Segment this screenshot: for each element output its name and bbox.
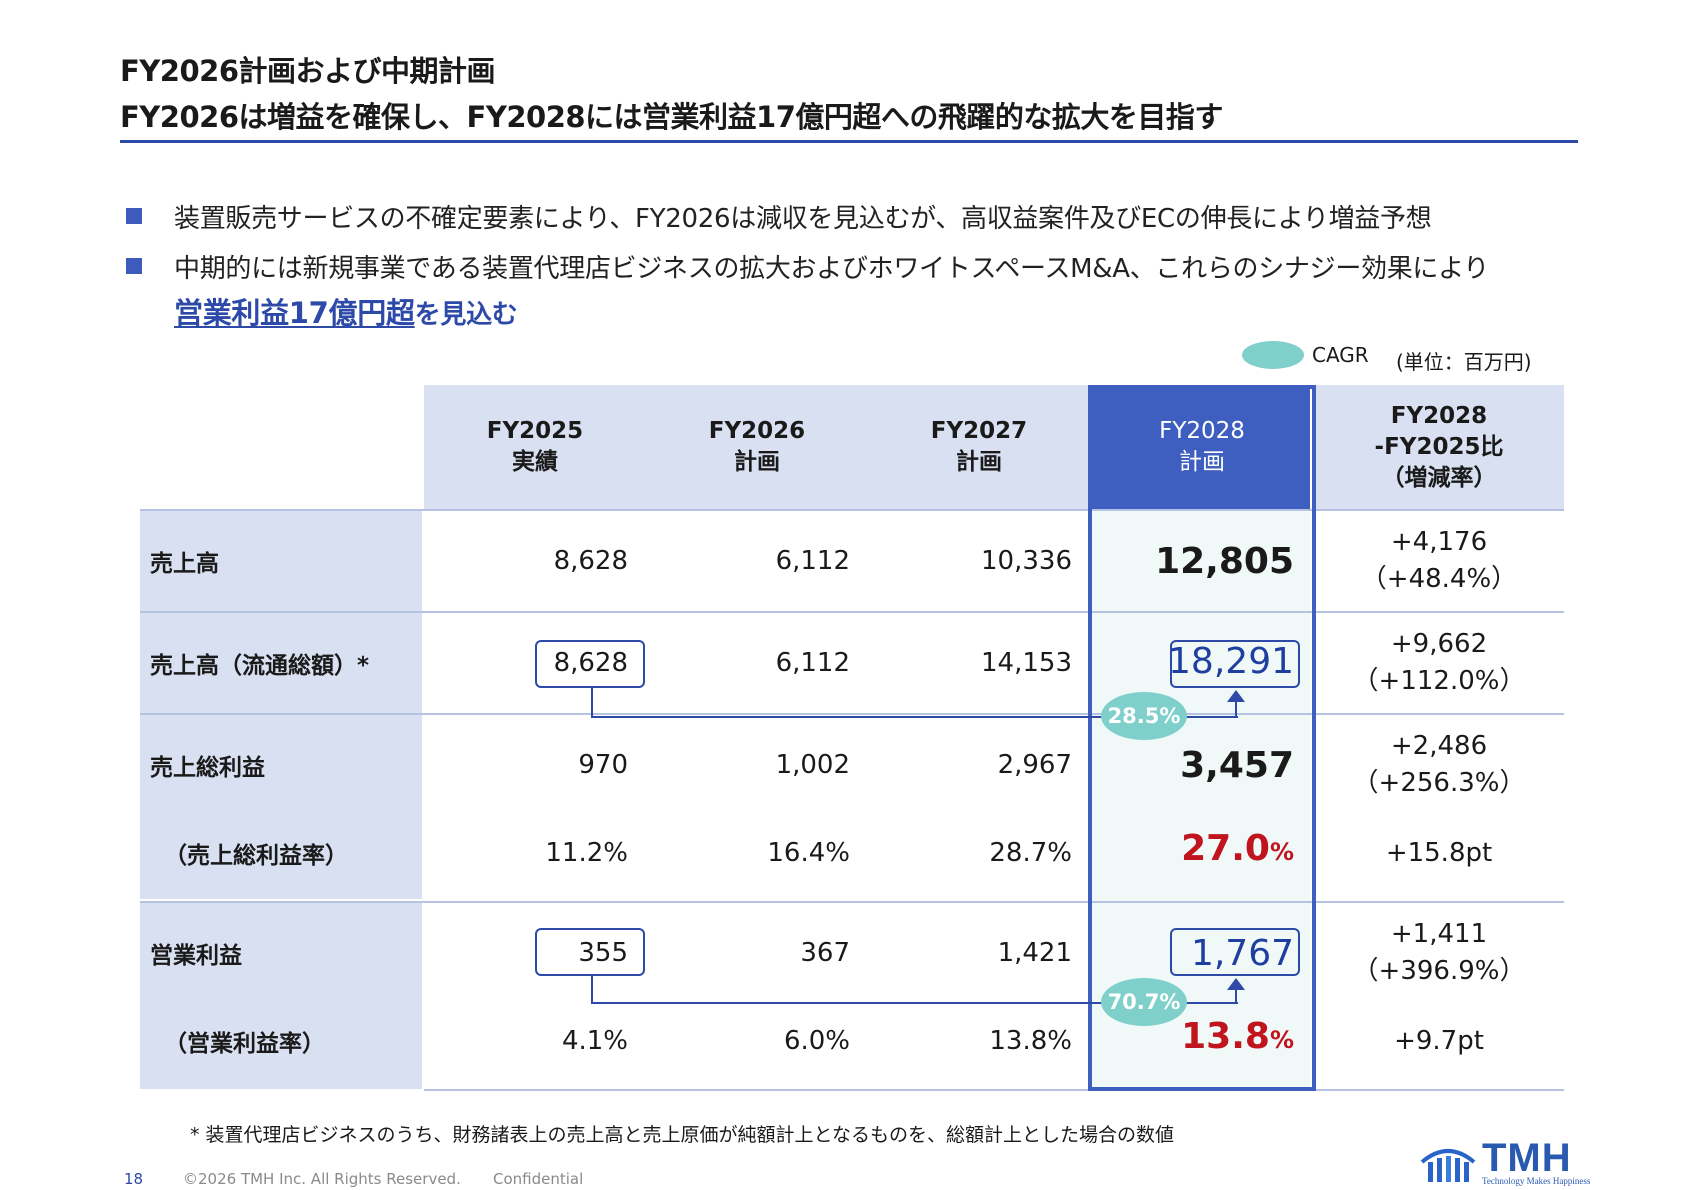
cell-gross-margin-fy2028: 27.0% [1181,828,1294,869]
cell-gross-sales-delta: +9,662 （+112.0%） [1352,629,1526,696]
cell-gross-sales-fy2026: 6,112 [775,648,850,678]
cell-operating-margin-fy2028: 13.8% [1181,1016,1294,1057]
cell-operating-margin-fy2025: 4.1% [561,1026,628,1056]
cell-sales-delta: +4,176 （+48.4%） [1360,527,1518,594]
logo-tagline: Technology Makes Happiness [1482,1176,1591,1186]
cagr-connector [591,976,593,1004]
highlight-operating-profit: 営業利益17億円超 [174,296,415,330]
cell-gross-sales-fy2025: 8,628 [553,648,628,678]
cell-operating-margin-delta: +9.7pt [1394,1025,1484,1056]
cell-gross-margin-fy2025: 11.2% [545,838,628,868]
header-fy2028: FY2028 計画 [1159,418,1245,475]
cell-gross-margin-delta: +15.8pt [1385,837,1493,868]
copyright: ©2026 TMH Inc. All Rights Reserved. [183,1170,461,1188]
highlight-box-gross-sales-fy2025 [535,640,645,688]
cell-sales-fy2028: 12,805 [1155,540,1294,582]
row-label-operating-margin: （営業利益率） [164,1031,325,1057]
label-bg-row3 [140,715,422,899]
cagr-badge-operating-profit: 70.7% [1101,978,1187,1026]
unit-label: (単位：百万円) [1396,350,1532,374]
cagr-connector [1235,982,1237,1004]
header-fy2027: FY2027 計画 [930,418,1028,475]
cell-gross-margin-fy2026: 16.4% [767,838,850,868]
grid-line [140,509,1564,511]
row-label-gross-profit: 売上総利益 [150,755,265,781]
cell-operating-margin-fy2026: 6.0% [783,1026,850,1056]
bullet-text-2: 中期的には新規事業である装置代理店ビジネスの拡大およびホワイトスペースM&A、こ… [174,254,1489,284]
row-label-gross-margin: （売上総利益率） [164,843,348,869]
grid-line [140,713,1564,715]
label-bg-row2 [140,613,422,713]
grid-line [140,611,1564,613]
row-label-gross-sales: 売上高（流通総額）* [150,653,370,679]
bullet-square-icon [126,208,142,224]
tmh-logo-icon [1418,1140,1478,1184]
header-fy2025: FY2025 実績 [486,418,584,475]
footnote: * 装置代理店ビジネスのうち、財務諸表上の売上高と売上原価が純額計上となるものを… [190,1124,1174,1146]
highlight-box-operating-profit-fy2028 [1170,928,1300,976]
arrow-up-icon [1227,978,1245,990]
cell-sales-fy2026: 6,112 [775,546,850,576]
bullet-square-icon [126,258,142,274]
cagr-legend-icon [1242,341,1304,369]
cell-gross-profit-fy2028: 3,457 [1180,744,1294,786]
slide-title-line1: FY2026計画および中期計画 [120,54,496,88]
cell-gross-margin-fy2027: 28.7% [989,838,1072,868]
cell-gross-profit-fy2026: 1,002 [775,750,850,780]
cell-sales-fy2027: 10,336 [981,546,1072,576]
cell-gross-profit-fy2025: 970 [578,750,628,780]
label-bg-row1 [140,511,422,611]
logo-text: TMH [1482,1136,1572,1180]
cagr-connector [591,688,593,718]
label-bg-row4 [140,903,422,1089]
cell-sales-fy2025: 8,628 [553,546,628,576]
cell-operating-margin-fy2027: 13.8% [989,1026,1072,1056]
arrow-up-icon [1227,690,1245,702]
row-label-operating-profit: 営業利益 [150,943,242,969]
cagr-badge-gross-sales: 28.5% [1101,692,1187,740]
cell-operating-profit-delta: +1,411 （+396.9%） [1352,919,1526,986]
cagr-connector [1235,694,1237,718]
cagr-legend-label: CAGR [1312,343,1369,367]
fy2028-header-bg [1088,385,1310,509]
highlight-box-gross-sales-fy2028 [1170,640,1300,688]
highlight-box-operating-profit-fy2025 [535,928,645,976]
cell-gross-sales-fy2028: 18,291 [1168,640,1294,682]
confidential-label: Confidential [493,1170,584,1188]
bullet-text-1: 装置販売サービスの不確定要素により、FY2026は減収を見込むが、高収益案件及び… [174,204,1432,234]
row-label-sales: 売上高 [150,551,219,577]
cell-gross-sales-fy2027: 14,153 [981,648,1072,678]
header-bg-delta [1314,385,1564,509]
page-number: 18 [124,1170,144,1188]
cell-gross-profit-delta: +2,486 （+256.3%） [1352,731,1526,798]
grid-line [424,1089,1564,1091]
cagr-connector [591,1002,1238,1004]
header-fy2026: FY2026 計画 [708,418,806,475]
fy2028-column-border [1088,385,1316,1091]
header-bg [424,385,1088,509]
header-delta: FY2028 -FY2025比 （増減率） [1374,402,1504,491]
slide-title-line2: FY2026は増益を確保し、FY2028には営業利益17億円超への飛躍的な拡大を… [120,100,1223,134]
cell-operating-profit-fy2027: 1,421 [997,938,1072,968]
cell-operating-profit-fy2028: 1,767 [1190,932,1294,974]
title-underline [120,140,1578,143]
bullet-text-2-continued: 営業利益17億円超を見込む [174,296,518,330]
cell-operating-profit-fy2025: 355 [578,938,628,968]
cell-gross-profit-fy2027: 2,967 [997,750,1072,780]
grid-line [140,901,1564,903]
cell-operating-profit-fy2026: 367 [800,938,850,968]
cagr-connector [591,716,1238,718]
